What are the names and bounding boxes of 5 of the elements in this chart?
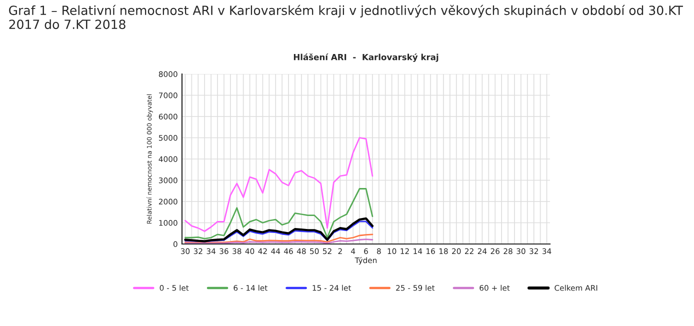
chart-title: Hlášení ARI - Karlovarský kraj <box>294 53 438 62</box>
line-series <box>184 188 374 240</box>
line-series <box>184 137 374 232</box>
chart-subtitle: Graf 1 – Relativní nemocnost ARI v Karlovarském kraji v jednotlivých věkových skupinách v období od 30.KT 2017 do 7.KT 2018 <box>9 4 683 30</box>
line-series <box>184 234 374 244</box>
